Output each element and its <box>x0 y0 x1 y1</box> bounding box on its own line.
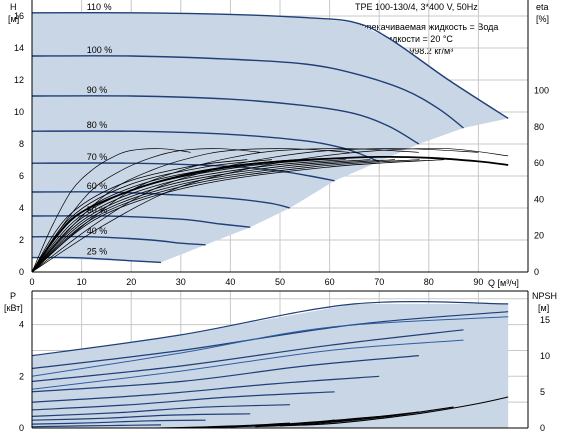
x-tick-label: 90 <box>473 277 483 287</box>
y2-axis-unit-npsh: [м] <box>538 303 549 313</box>
temp-line: Темп. жидкости = 20 °C <box>355 34 453 44</box>
power-plot-area: 0 2 4 0 5 10 15 <box>19 290 550 433</box>
chart-title: TPE 100-130/4, 3*400 V, 50Hz <box>355 2 478 12</box>
y-tick-label: 14 <box>14 43 24 53</box>
efficiency-curve <box>31 159 395 273</box>
efficiency-curve <box>31 148 479 273</box>
p1-curve <box>31 404 290 417</box>
efficiency-curve <box>31 148 419 273</box>
power-region <box>32 303 509 428</box>
speed-label: 90 % <box>87 85 108 95</box>
x-tick-label: 30 <box>176 277 186 287</box>
y2-tick-label: 80 <box>534 122 544 132</box>
p2-curve <box>31 316 509 377</box>
head-curve <box>31 55 464 129</box>
y-tick-label: 4 <box>19 320 24 330</box>
y-tick-label: 0 <box>19 267 24 277</box>
y2-tick-label: 20 <box>534 231 544 241</box>
x-tick-label: 20 <box>126 277 136 287</box>
speed-label: 25 % <box>87 247 108 257</box>
efficiency-curve <box>31 159 272 273</box>
head-curve <box>31 162 335 182</box>
p1-curve <box>31 424 162 428</box>
x-tick-label: 80 <box>424 277 434 287</box>
efficiency-curve <box>31 159 248 273</box>
y-tick-label: 2 <box>19 371 24 381</box>
head-curve <box>31 11 509 119</box>
head-curve <box>31 95 420 145</box>
p1-curve <box>31 329 464 383</box>
p1-curve <box>31 355 419 393</box>
y2-axis-label-npsh: NPSH <box>532 291 557 301</box>
efficiency-curve-bold <box>31 155 509 273</box>
p1-curve <box>31 301 509 357</box>
y-tick-label: 10 <box>14 107 24 117</box>
y-tick-label: 0 <box>19 423 24 433</box>
y2-axis-label-eta: eta <box>536 2 549 12</box>
p1-curve <box>31 375 380 403</box>
y2-tick-label: 10 <box>540 351 550 361</box>
y2-tick-label: 100 <box>534 86 549 96</box>
efficiency-curve <box>31 159 445 273</box>
p1-curve <box>31 391 335 411</box>
efficiency-curve <box>31 159 371 273</box>
y2-axis-unit-eta: [%] <box>536 14 549 24</box>
p1-curve <box>31 419 206 425</box>
head-curve <box>31 235 206 246</box>
y2-tick-label: 0 <box>534 267 539 277</box>
x-tick-label: 60 <box>325 277 335 287</box>
head-curve <box>31 256 162 264</box>
x-tick-label: 50 <box>275 277 285 287</box>
speed-label: 110 % <box>87 2 112 12</box>
y-axis-label-h: H <box>10 2 17 12</box>
y-tick-label: 8 <box>19 139 24 149</box>
x-axis-label: Q [м³/ч] <box>488 278 519 288</box>
efficiency-curve <box>31 148 509 273</box>
y-axis-unit-p: [кВт] <box>4 303 23 313</box>
npsh-curve <box>255 406 454 428</box>
efficiency-curve <box>31 159 346 273</box>
x-tick-label: 40 <box>225 277 235 287</box>
y2-tick-label: 60 <box>534 158 544 168</box>
efficiency-curve <box>31 148 261 273</box>
speed-label: 50 % <box>87 205 108 215</box>
y-tick-label: 12 <box>14 75 24 85</box>
speed-label: 60 % <box>87 181 108 191</box>
head-plot-area: 110 % 100 % 90 % 80 % 70 % 60 % 50 % 40 % 25 % 0 2… <box>14 0 549 287</box>
y2-tick-label: 15 <box>540 315 550 325</box>
y-tick-label: 2 <box>19 235 24 245</box>
y-axis-unit-h: [м] <box>8 14 19 24</box>
efficiency-curve <box>31 159 420 273</box>
x-tick-label: 10 <box>77 277 87 287</box>
speed-label: 100 % <box>87 45 113 55</box>
fluid-line: Перекачиваемая жидкость = Вода <box>355 22 498 32</box>
npsh-curve <box>279 396 509 427</box>
efficiency-curve <box>31 148 191 273</box>
y2-tick-label: 40 <box>534 194 544 204</box>
p1-curve <box>31 413 251 421</box>
speed-label: 80 % <box>87 120 108 130</box>
head-curve <box>31 130 380 163</box>
y-axis-label-p: P <box>10 291 16 301</box>
x-tick-label: 0 <box>29 277 34 287</box>
y-tick-label: 6 <box>19 171 24 181</box>
y-tick-label: 16 <box>14 11 24 21</box>
head-curve <box>31 215 251 228</box>
y2-tick-label: 5 <box>540 387 545 397</box>
y-tick-label: 4 <box>19 203 24 213</box>
y2-tick-label: 0 <box>540 423 545 433</box>
p2-curve <box>31 339 464 390</box>
speed-label: 40 % <box>87 226 108 236</box>
head-curve <box>31 191 291 209</box>
x-tick-label: 70 <box>374 277 384 287</box>
speed-label: 70 % <box>87 152 108 162</box>
